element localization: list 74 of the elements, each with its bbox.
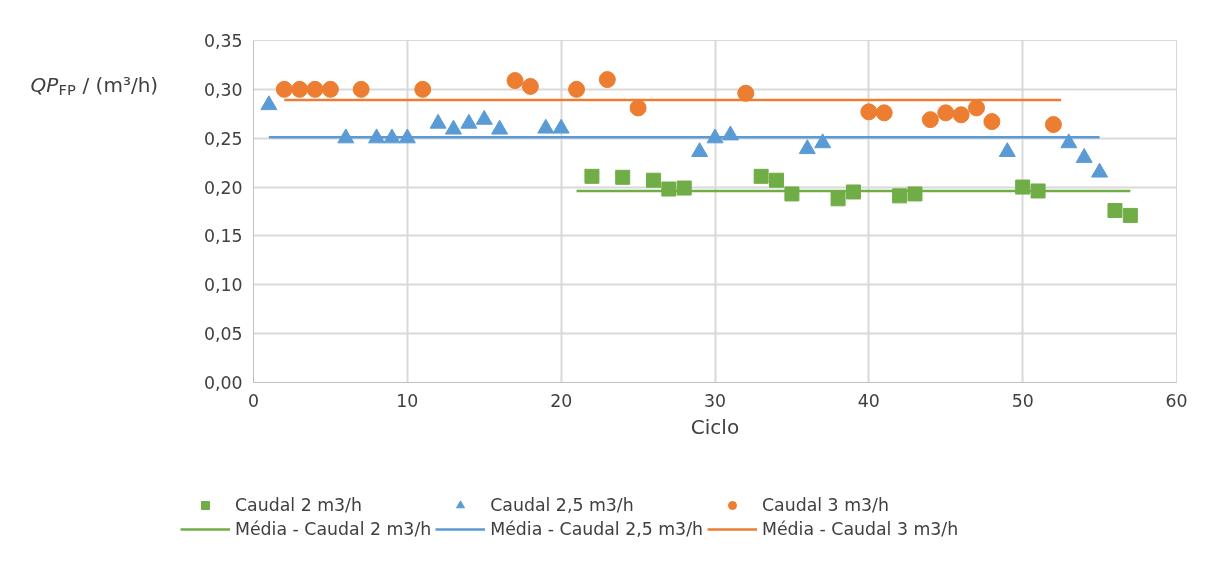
point	[753, 168, 769, 184]
y-tick-label: 0,05	[203, 324, 243, 345]
point	[875, 104, 893, 122]
point	[629, 99, 647, 117]
y-tick-label: 0,20	[203, 177, 243, 198]
point	[444, 119, 462, 135]
point	[552, 118, 570, 134]
point	[968, 99, 986, 117]
point	[275, 80, 293, 98]
point	[814, 133, 832, 149]
y-tick-label: 0,35	[203, 31, 243, 51]
point	[907, 186, 923, 202]
point	[1107, 203, 1123, 219]
point	[414, 80, 432, 98]
point	[306, 80, 324, 98]
point	[952, 106, 970, 124]
point	[491, 119, 509, 135]
point	[721, 125, 739, 141]
point	[845, 184, 861, 200]
point	[598, 71, 616, 89]
legend-label: Caudal 2,5 m3/h	[490, 495, 635, 515]
point	[521, 77, 539, 95]
point	[1091, 162, 1109, 178]
point	[892, 188, 908, 204]
point	[475, 109, 493, 125]
y-tick-label: 0,25	[203, 128, 243, 149]
x-tick-label: 30	[703, 390, 727, 411]
point	[784, 186, 800, 202]
point	[645, 172, 661, 188]
point	[460, 113, 478, 129]
point	[537, 118, 555, 134]
point	[983, 113, 1001, 131]
point	[798, 139, 816, 155]
point	[352, 80, 370, 98]
y-tick-label: 0,15	[203, 226, 243, 247]
legend-label: Média - Caudal 3 m3/h	[761, 519, 959, 539]
point	[860, 103, 878, 121]
point	[937, 104, 955, 122]
point	[1015, 179, 1031, 195]
point	[830, 191, 846, 207]
point	[921, 111, 939, 129]
point	[615, 169, 631, 185]
point	[260, 95, 278, 111]
point	[998, 142, 1016, 158]
x-tick-label: 20	[550, 390, 573, 411]
point	[769, 172, 785, 188]
point	[506, 72, 524, 90]
legend-label: Média - Caudal 2 m3/h	[235, 519, 432, 539]
point	[1044, 116, 1062, 134]
point	[1075, 148, 1093, 163]
point	[737, 84, 755, 102]
x-tick-label: 60	[1165, 390, 1188, 411]
point	[691, 142, 709, 158]
point	[661, 181, 677, 197]
legend-label: Caudal 3 m3/h	[761, 495, 890, 515]
point	[676, 180, 692, 196]
point	[1060, 133, 1078, 149]
point	[584, 168, 600, 184]
y-tick-label: 0,30	[203, 79, 243, 100]
point	[321, 80, 339, 98]
x-tick-label: 0	[247, 390, 260, 411]
legend-label: Caudal 2 m3/h	[235, 495, 363, 515]
point	[568, 80, 586, 98]
point	[429, 113, 447, 129]
x-tick-label: 10	[396, 390, 419, 411]
point	[1030, 183, 1046, 199]
legend-label: Média - Caudal 2,5 m3/h	[490, 519, 703, 539]
y-tick-label: 0,10	[203, 275, 243, 296]
x-tick-label: 50	[1011, 390, 1034, 411]
point	[291, 80, 309, 98]
point	[1122, 207, 1138, 223]
x-axis-title: Ciclo	[690, 414, 740, 439]
y-tick-label: 0,00	[203, 373, 243, 393]
x-tick-label: 40	[857, 390, 880, 411]
